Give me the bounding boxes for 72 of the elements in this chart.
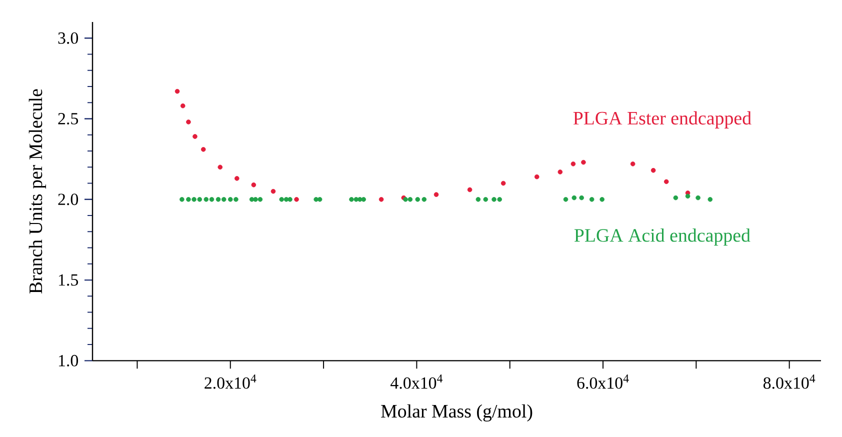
point (354, 197, 359, 202)
point (216, 197, 221, 202)
point (415, 197, 420, 202)
point (234, 197, 238, 202)
point (258, 197, 263, 202)
point (664, 179, 669, 184)
point (209, 197, 214, 202)
point (581, 160, 586, 165)
point (483, 197, 488, 202)
point (534, 174, 540, 180)
x-tick-label: 4.0x10$^{4}$ (390, 374, 443, 389)
y-tick-label: 2.5 (58, 113, 78, 124)
point (650, 168, 656, 173)
x-axis-title: Molar Mass (g/mol) (381, 404, 532, 422)
point (317, 197, 322, 202)
point (314, 197, 318, 202)
point (221, 197, 226, 202)
point (685, 194, 690, 199)
point (630, 162, 636, 166)
y-tick-label: 3.0 (58, 32, 78, 44)
point (476, 197, 481, 202)
point (180, 103, 186, 108)
point (218, 164, 223, 170)
point (467, 187, 472, 192)
point (422, 197, 427, 202)
point (192, 134, 198, 139)
point (200, 147, 206, 152)
point (500, 180, 506, 186)
point (378, 197, 384, 202)
point (361, 197, 366, 202)
point (673, 195, 678, 200)
y-tick-label: 1.0 (58, 354, 78, 366)
point (270, 188, 276, 194)
point (563, 197, 568, 202)
point (294, 197, 299, 202)
point (174, 88, 180, 94)
series-label: PLGA Ester endcapped (573, 111, 752, 128)
x-tick-label: 6.0x10$^{4}$ (577, 374, 629, 389)
y-tick-label: 1.5 (58, 274, 78, 286)
point (589, 197, 594, 202)
x-tick-label: 2.0x10$^{4}$ (204, 374, 256, 389)
point (434, 192, 439, 197)
point (572, 195, 577, 200)
point (570, 162, 576, 166)
point (708, 197, 713, 202)
y-tick-label: 2.0 (58, 194, 78, 206)
point (204, 197, 209, 202)
point (228, 197, 233, 202)
point (234, 176, 240, 181)
point (558, 170, 563, 174)
point (696, 195, 700, 200)
series-label: PLGA Acid endcapped (574, 228, 750, 246)
y-axis-title: Branch Units per Molecule (28, 89, 46, 294)
point (192, 197, 196, 202)
point (408, 197, 413, 202)
point (279, 197, 284, 202)
point (288, 197, 292, 202)
point (579, 195, 584, 200)
point (186, 120, 191, 124)
point (600, 197, 604, 202)
point (284, 197, 289, 202)
point (249, 197, 254, 202)
x-tick-label: 8.0x10$^{4}$ (763, 374, 816, 389)
point (492, 197, 496, 202)
point (186, 197, 191, 202)
point (253, 197, 258, 202)
point (180, 197, 184, 202)
point (197, 197, 202, 202)
point (357, 197, 362, 202)
point (349, 197, 354, 202)
point (251, 182, 256, 188)
point (497, 197, 502, 202)
